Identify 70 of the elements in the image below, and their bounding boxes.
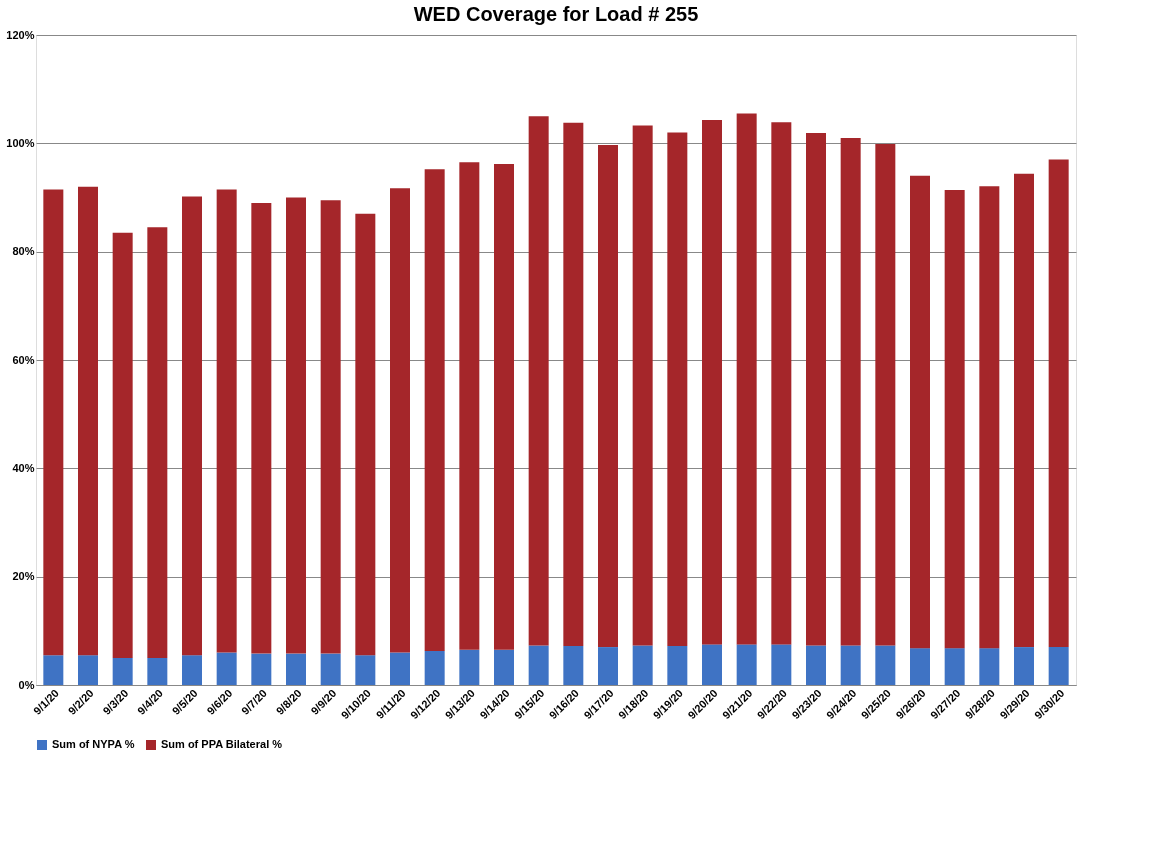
bar bbox=[390, 652, 410, 685]
bar bbox=[736, 113, 757, 645]
bar bbox=[840, 137, 861, 646]
bar bbox=[702, 644, 722, 685]
chart-title: WED Coverage for Load # 255 bbox=[413, 3, 699, 25]
y-tick-label: 20% bbox=[12, 570, 35, 583]
bar bbox=[598, 144, 618, 648]
bar bbox=[147, 657, 168, 685]
bar bbox=[216, 652, 237, 685]
bar bbox=[771, 644, 792, 685]
y-tick-label: 80% bbox=[12, 245, 35, 258]
bar bbox=[806, 645, 826, 685]
bar bbox=[910, 175, 930, 649]
y-tick-label: 60% bbox=[12, 353, 35, 366]
bar bbox=[355, 213, 376, 656]
bar bbox=[667, 646, 688, 685]
bar bbox=[944, 648, 965, 685]
bar bbox=[78, 655, 98, 685]
bar bbox=[736, 644, 757, 685]
bar bbox=[424, 650, 445, 685]
legend-label: Sum of PPA Bilateral % bbox=[161, 738, 283, 750]
y-tick-label: 40% bbox=[12, 461, 35, 474]
bar bbox=[979, 648, 1000, 685]
y-tick-label: 0% bbox=[18, 678, 35, 691]
bar bbox=[910, 648, 930, 685]
bar bbox=[632, 645, 653, 685]
bar bbox=[806, 133, 826, 646]
bar bbox=[251, 202, 272, 654]
bar bbox=[78, 186, 98, 656]
bar bbox=[112, 657, 133, 685]
bar bbox=[1048, 159, 1069, 648]
y-tick-label: 100% bbox=[6, 136, 35, 149]
bar bbox=[320, 653, 341, 685]
bar bbox=[840, 645, 861, 685]
bar bbox=[944, 189, 965, 649]
bar bbox=[216, 189, 237, 653]
bar bbox=[1048, 647, 1069, 685]
bar bbox=[494, 163, 514, 650]
bar bbox=[875, 143, 896, 646]
bar bbox=[424, 169, 445, 651]
bar bbox=[251, 653, 272, 685]
y-tick-label: 120% bbox=[6, 28, 35, 41]
bar bbox=[1014, 173, 1034, 648]
bar bbox=[702, 120, 722, 645]
bar bbox=[286, 197, 306, 654]
legend-label: Sum of NYPA % bbox=[52, 738, 135, 750]
bar bbox=[459, 162, 480, 650]
bar bbox=[563, 646, 584, 685]
bar bbox=[528, 645, 549, 685]
bar bbox=[528, 116, 549, 646]
bar bbox=[43, 655, 64, 685]
bar bbox=[390, 188, 410, 653]
bar bbox=[667, 132, 688, 646]
bar bbox=[182, 655, 202, 685]
bar bbox=[182, 196, 202, 656]
bar bbox=[147, 227, 168, 658]
bar bbox=[979, 186, 1000, 649]
bar bbox=[1014, 647, 1034, 685]
bar bbox=[494, 649, 514, 685]
bar bbox=[112, 232, 133, 658]
bar bbox=[598, 647, 618, 685]
bar bbox=[771, 122, 792, 645]
bar bbox=[286, 653, 306, 685]
bar bbox=[875, 645, 896, 685]
bar bbox=[355, 655, 376, 685]
bar bbox=[43, 189, 64, 656]
bar bbox=[632, 125, 653, 646]
bar bbox=[459, 649, 480, 685]
bar bbox=[563, 122, 584, 646]
bar bbox=[320, 200, 341, 654]
